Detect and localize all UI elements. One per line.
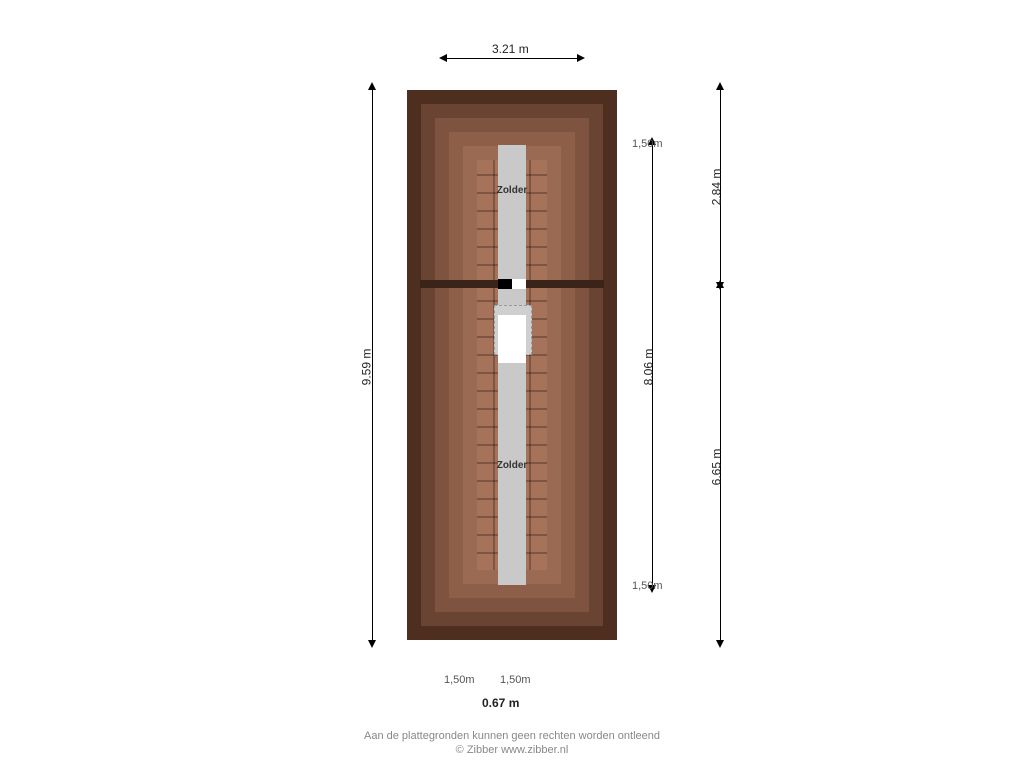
- footer-line1: Aan de plattegronden kunnen geen rechten…: [0, 730, 1024, 742]
- dim-top-arrow-left: [439, 54, 447, 62]
- dim-top-arrow-right: [577, 54, 585, 62]
- h150-bottom-a: 1,50m: [444, 674, 475, 686]
- h150-bottom-right: 1,50m: [632, 580, 663, 592]
- partition-door-white: [512, 279, 526, 289]
- dim-right-upper-arrow-up: [716, 82, 724, 90]
- dim-top-label: 3.21 m: [492, 42, 529, 56]
- partition-door-black: [498, 279, 512, 289]
- room-label-lower: Zolder: [490, 460, 534, 471]
- room-label-upper: Zolder: [490, 185, 534, 196]
- dim-right-lower-label: 6.65 m: [709, 449, 723, 486]
- floorplan-stage: Zolder Zolder 3.21 m 9.59 m 8.06 m 2.84 …: [0, 0, 1024, 768]
- dim-top-line: [447, 58, 577, 59]
- dim-right-lower-arrow-down: [716, 640, 724, 648]
- dim-left-arrow-down: [368, 640, 376, 648]
- ridge-strip: [498, 145, 526, 585]
- h150-bottom-b: 1,50m: [500, 674, 531, 686]
- footer-line2: © Zibber www.zibber.nl: [0, 744, 1024, 756]
- dim-left-arrow-up: [368, 82, 376, 90]
- dim-right-inner-label: 8.06 m: [641, 349, 655, 386]
- h150-top-right: 1,50m: [632, 138, 663, 150]
- dim-left-label: 9.59 m: [359, 349, 373, 386]
- dim-right-upper-label: 2.84 m: [709, 169, 723, 206]
- dim-right-lower-arrow-up: [716, 280, 724, 288]
- ridge-opening-white: [498, 315, 526, 363]
- dim-bottom-label: 0.67 m: [482, 696, 519, 710]
